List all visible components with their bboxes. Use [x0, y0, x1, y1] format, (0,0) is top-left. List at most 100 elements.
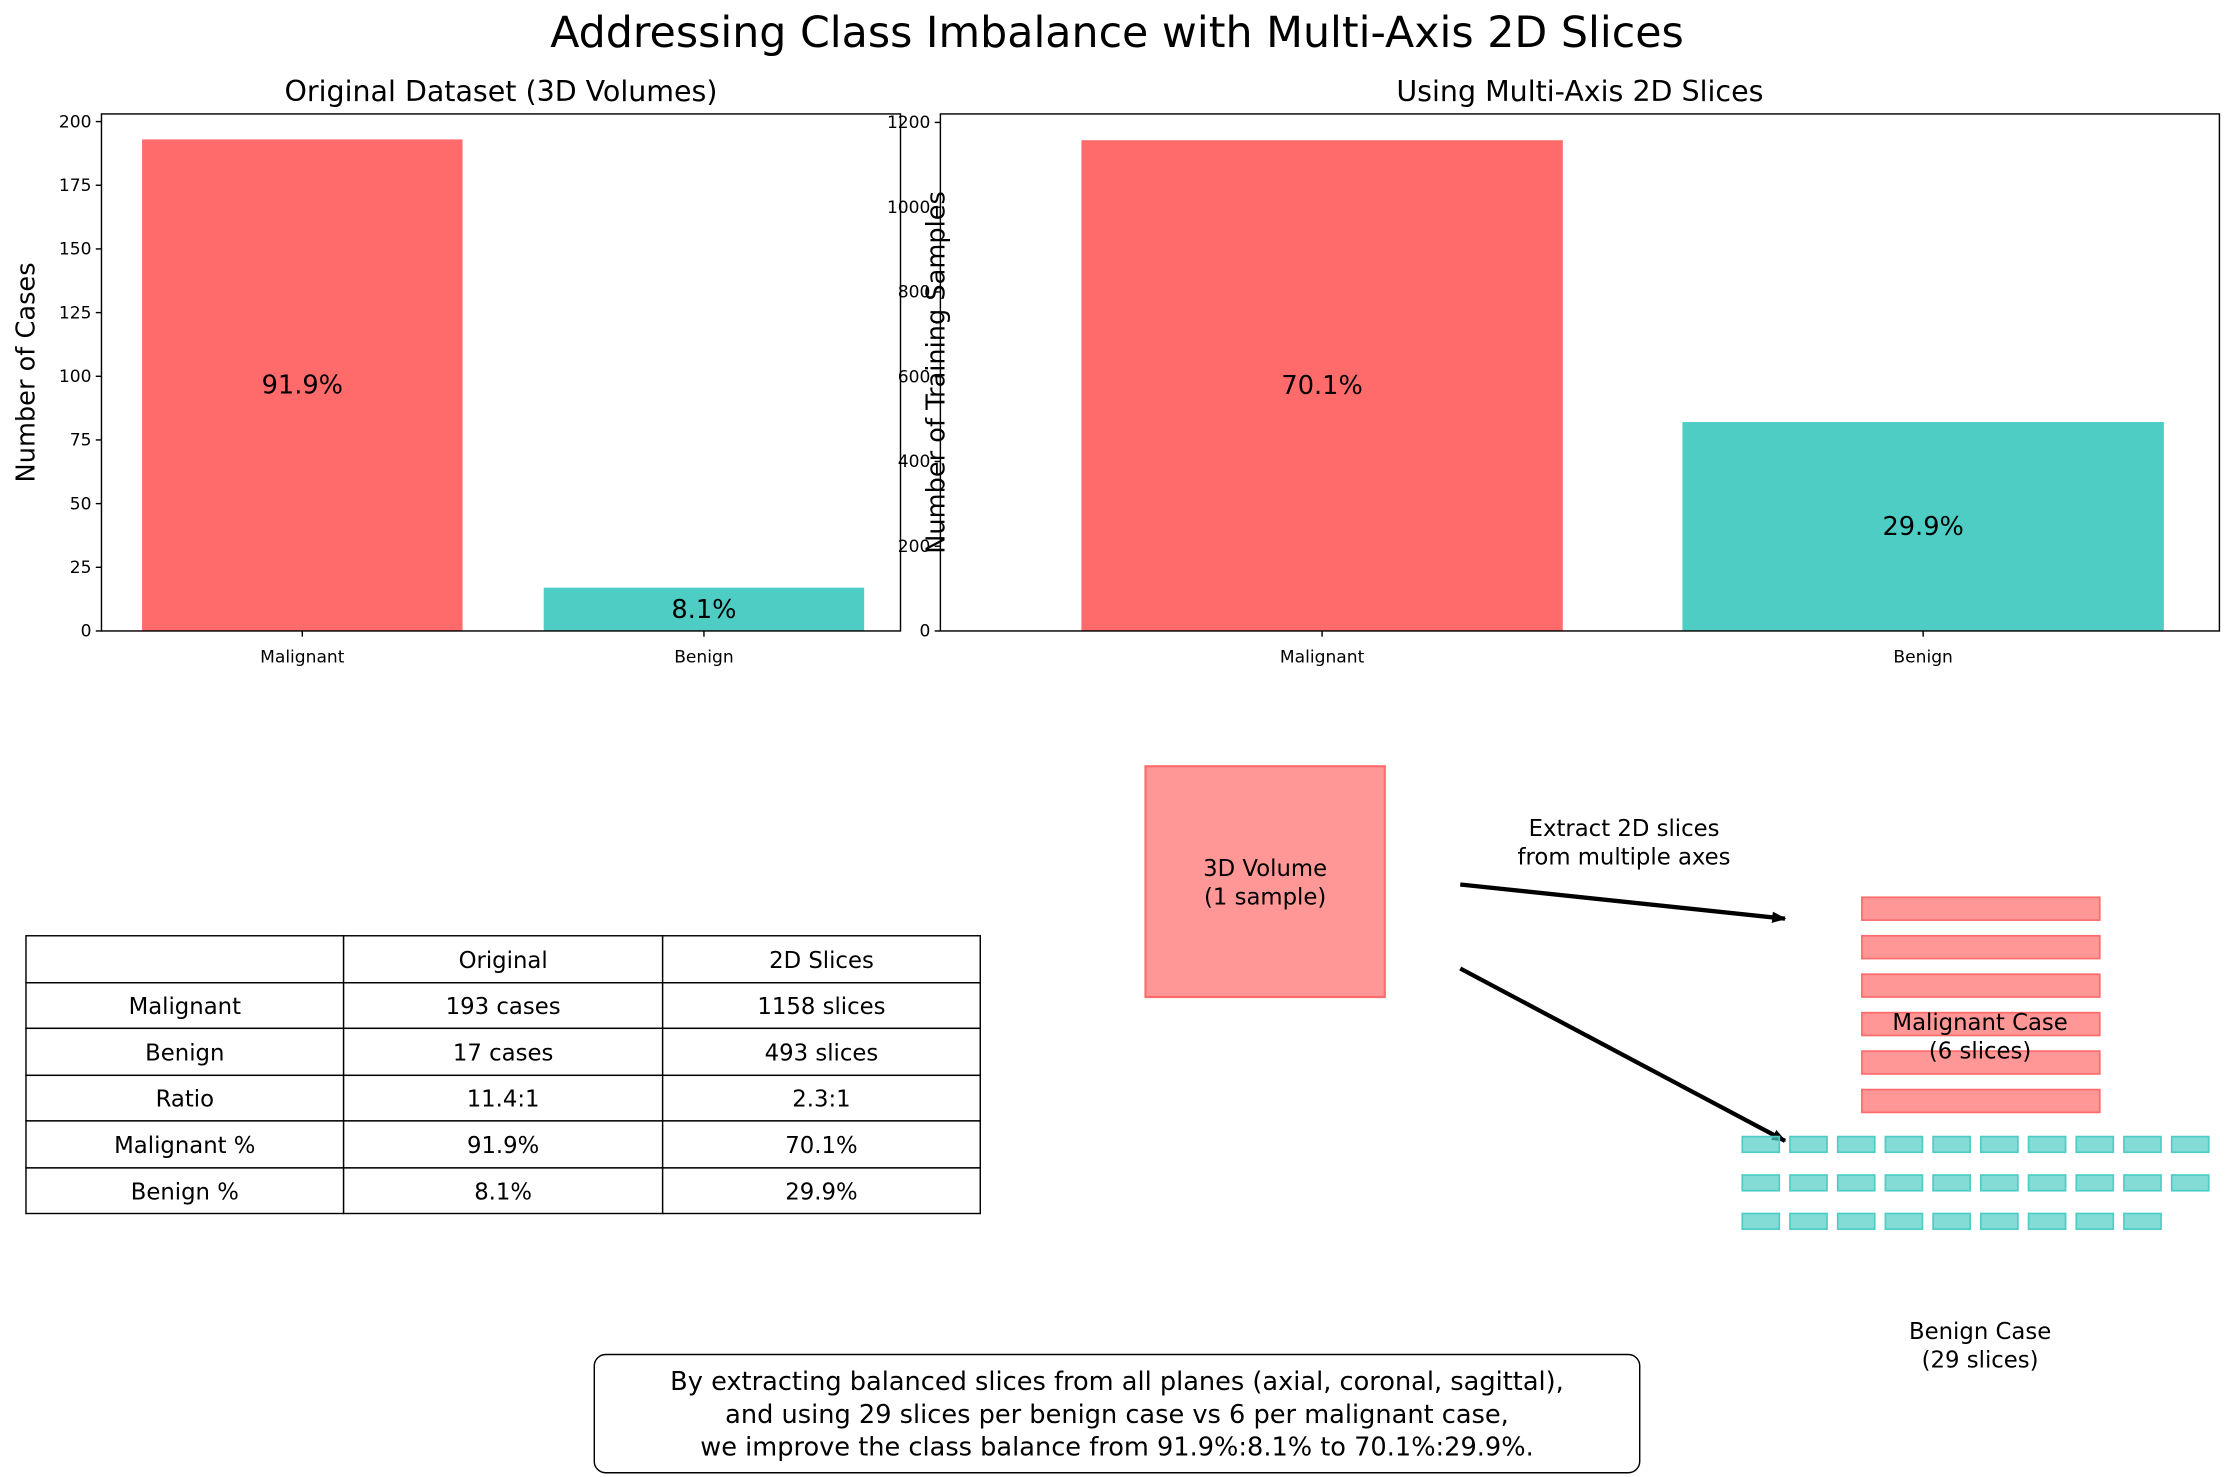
comparison-table: Original 2D Slices Malignant 193 cases 1158 … [25, 935, 981, 1215]
table-cell-text: Benign % [131, 1179, 239, 1205]
benign-slice [1789, 1212, 1828, 1231]
chart-title: Using Multi-Axis 2D Slices [1396, 75, 1763, 108]
y-tick-label: 25 [70, 558, 92, 578]
benign-slice [2027, 1174, 2067, 1192]
malignant-slice [1861, 1088, 2101, 1114]
table-header-cell-text: Original [459, 948, 548, 974]
benign-slice [2027, 1212, 2067, 1231]
benign-slice [1884, 1212, 1924, 1231]
benign-slice [1979, 1135, 2019, 1154]
y-tick-label: 0 [920, 622, 931, 642]
benign-slice [2170, 1174, 2210, 1192]
table-cell-text: 70.1% [785, 1133, 857, 1159]
y-tick-label: 200 [59, 112, 92, 132]
arrow-to-malignant [1460, 882, 1787, 923]
benign-slice [1932, 1135, 1972, 1154]
table-cell-text: 8.1% [474, 1179, 532, 1205]
chart-original-dataset: Original Dataset (3D Volumes) Number of C… [12, 75, 902, 667]
table-cell [342, 982, 664, 1030]
bar-data-label: 70.1% [1281, 371, 1362, 401]
table-cell [25, 1167, 345, 1215]
table-cell [661, 982, 981, 1030]
x-tick-label: Malignant [1280, 647, 1365, 667]
bar-data-label: 8.1% [671, 595, 736, 625]
table-cell [25, 1027, 345, 1077]
table-cell [342, 1167, 664, 1215]
slice-extraction-diagram: 3D Volume (1 sample) Extract 2D slices f… [1144, 765, 2210, 1373]
axes-frame [939, 113, 2221, 632]
table-cell [342, 1027, 664, 1077]
benign-slice [1979, 1174, 2019, 1192]
benign-slice [1884, 1135, 1924, 1154]
table-cell [25, 1074, 345, 1122]
table-cell-text: 91.9% [467, 1133, 539, 1159]
arrow-label-line2: from multiple axes [1518, 845, 1731, 871]
table-cell [25, 935, 345, 984]
volume-label-line2: (1 sample) [1204, 884, 1326, 910]
table-cell [661, 1027, 981, 1077]
benign-slice [2123, 1212, 2162, 1231]
table-cell [342, 1120, 664, 1169]
benign-slice [2075, 1212, 2115, 1231]
table-cell-text: 193 cases [446, 994, 561, 1020]
table-cell-text: 17 cases [453, 1040, 553, 1066]
table-cell-text: 1158 slices [757, 994, 885, 1020]
bar-malignant [142, 139, 463, 631]
3d-volume-box [1144, 765, 1386, 999]
bar-data-label: 91.9% [262, 371, 343, 401]
footnote-line1: By extracting balanced slices from all p… [670, 1367, 1564, 1397]
table-cell-text: 11.4:1 [467, 1087, 540, 1113]
table-cell [661, 1167, 981, 1215]
arrow-label-line1: Extract 2D slices [1529, 816, 1720, 842]
malignant-slices [1861, 896, 2101, 1114]
bar-malignant [1081, 140, 1563, 631]
y-tick-label: 800 [898, 283, 931, 303]
malignant-case-label-line2: (6 slices) [1929, 1038, 2031, 1064]
table-cell [661, 935, 981, 984]
chart-multi-axis-slices: Using Multi-Axis 2D Slices Number of Trai… [887, 75, 2221, 667]
benign-slice [2075, 1135, 2115, 1154]
benign-slice [2123, 1174, 2162, 1192]
benign-slice [1741, 1135, 1781, 1154]
benign-slice [1836, 1174, 1876, 1192]
y-tick-label: 1200 [887, 113, 930, 133]
malignant-case-label-line1: Malignant Case [1892, 1010, 2067, 1036]
y-tick-label: 400 [898, 452, 931, 472]
footnote-line3: we improve the class balance from 91.9%:… [700, 1433, 1533, 1463]
benign-slice [2027, 1135, 2067, 1154]
benign-slice [1884, 1174, 1924, 1192]
footnote-line2: and using 29 slices per benign case vs 6… [725, 1400, 1509, 1430]
table-cell [661, 1074, 981, 1122]
benign-slice [1789, 1174, 1828, 1192]
y-tick-label: 600 [898, 367, 931, 387]
malignant-slice [1861, 934, 2101, 960]
axes-frame [100, 113, 902, 632]
table-cell-text: 29.9% [785, 1179, 857, 1205]
bar-benign [1682, 422, 2164, 631]
benign-slice [1932, 1212, 1972, 1231]
bar-data-label: 29.9% [1882, 512, 1963, 542]
table-cell-text: 493 slices [765, 1040, 879, 1066]
benign-slice [1836, 1212, 1876, 1231]
y-tick-label: 150 [59, 240, 92, 260]
footnote-box: By extracting balanced slices from all p… [593, 1353, 1641, 1474]
table-header-cell-text: 2D Slices [769, 948, 874, 974]
benign-slice [1836, 1135, 1876, 1154]
table-cell-text: Malignant [129, 994, 242, 1020]
x-tick-label: Malignant [260, 647, 345, 667]
benign-case-label-line2: (29 slices) [1922, 1347, 2039, 1373]
benign-slices [1741, 1135, 2210, 1231]
table-cell [661, 1120, 981, 1169]
y-tick-label: 75 [70, 431, 92, 451]
malignant-slice [1861, 896, 2101, 921]
arrow-to-benign [1459, 966, 1787, 1143]
malignant-slice [1861, 973, 2101, 998]
figure-title: Addressing Class Imbalance with Multi-Ax… [550, 8, 1684, 58]
table-cell [342, 935, 664, 984]
table-cell [25, 1120, 345, 1169]
y-tick-label: 125 [59, 303, 92, 323]
bar-benign [543, 587, 865, 631]
benign-slice [1741, 1212, 1781, 1231]
y-tick-label: 175 [59, 176, 92, 196]
x-tick-label: Benign [674, 647, 733, 667]
